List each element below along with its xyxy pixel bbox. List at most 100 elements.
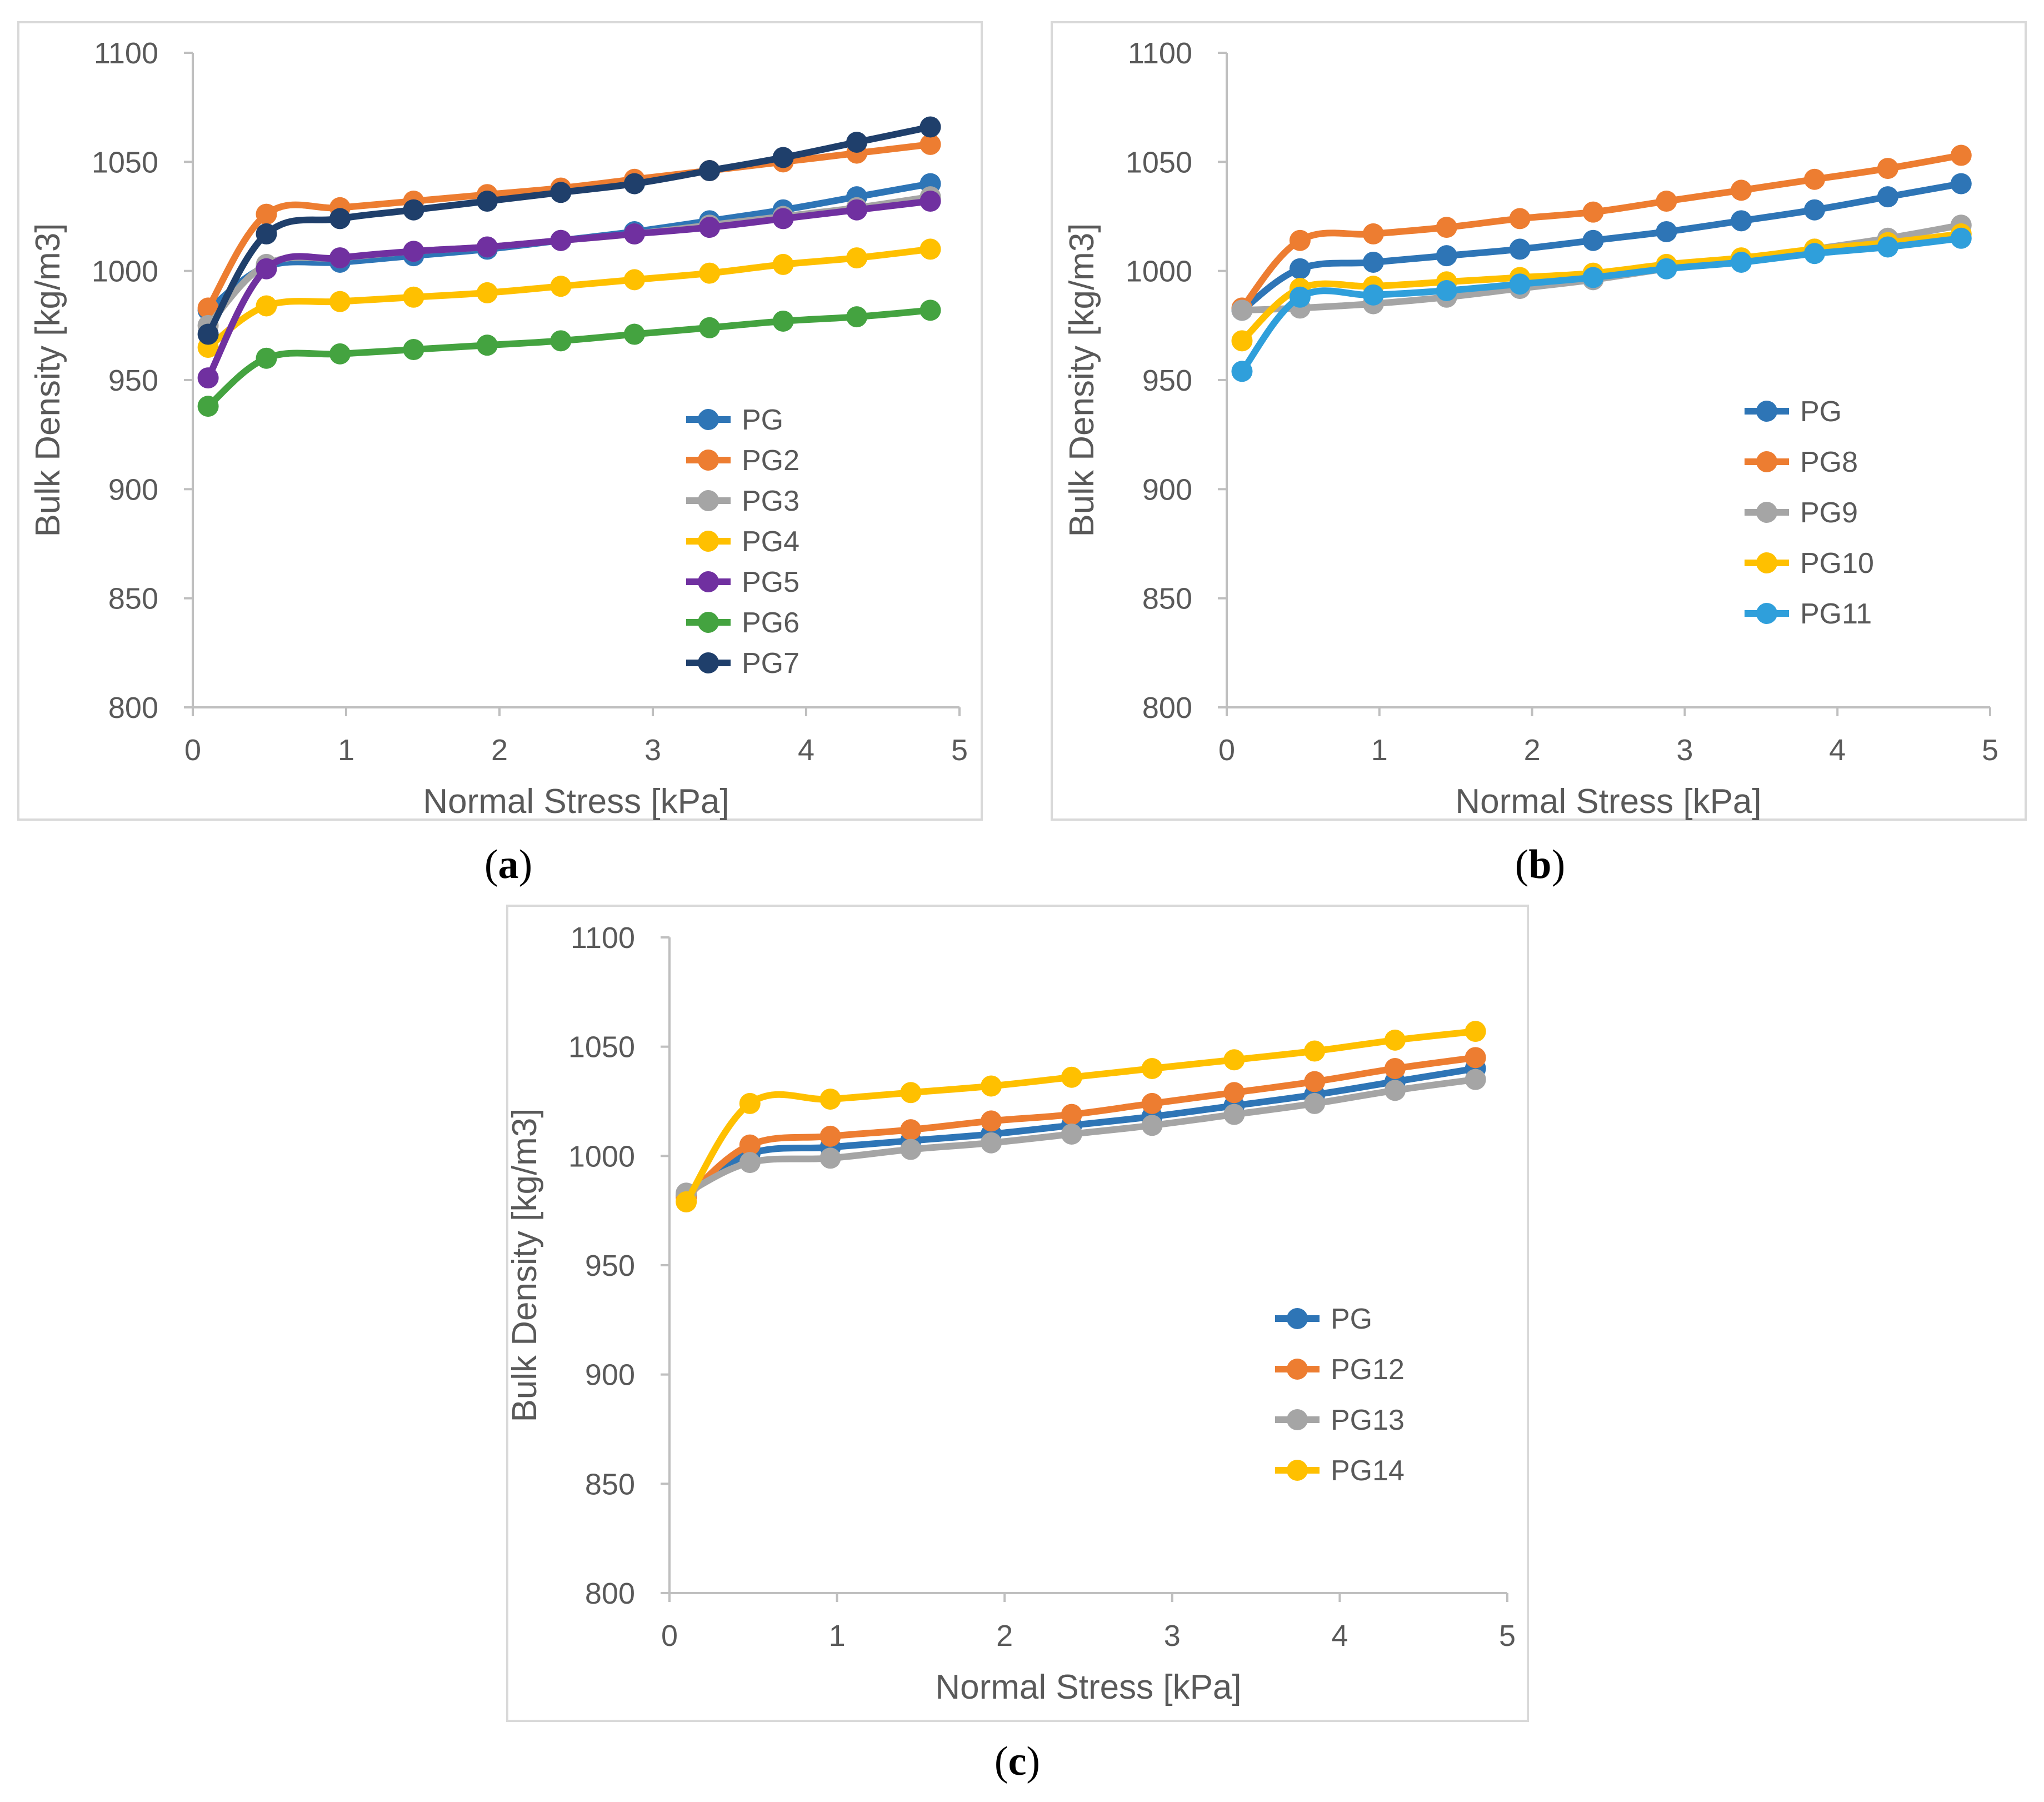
legend-label: PG10 <box>1800 547 1874 580</box>
data-point <box>1141 1058 1163 1079</box>
data-point <box>1141 1115 1163 1136</box>
data-point <box>623 173 645 194</box>
series-pg11 <box>1231 227 1972 382</box>
data-point <box>676 1191 697 1212</box>
data-point <box>256 347 277 369</box>
legend: PG PG8 PG9 PG10 PG11 <box>1745 396 1874 630</box>
x-tick-label: 2 <box>1524 733 1541 767</box>
legend-item: PG10 <box>1745 547 1874 580</box>
data-point <box>329 343 351 365</box>
data-point <box>981 1075 1002 1097</box>
caption-open: ( <box>994 1739 1008 1784</box>
x-tick-label: 2 <box>491 733 508 767</box>
data-point <box>256 203 277 225</box>
data-point <box>1061 1124 1082 1145</box>
x-tick-label: 2 <box>996 1619 1013 1653</box>
legend-swatch-marker <box>1287 1359 1308 1380</box>
legend-item: PG5 <box>686 566 799 598</box>
data-point <box>919 116 941 138</box>
panel-caption: (b) <box>1515 842 1565 887</box>
data-point <box>403 339 424 361</box>
caption-close: ) <box>1026 1739 1040 1784</box>
data-point <box>846 131 868 153</box>
data-point <box>846 199 868 221</box>
legend-swatch-marker <box>1756 552 1777 573</box>
data-point <box>772 147 794 168</box>
legend-label: PG14 <box>1331 1455 1405 1487</box>
data-point <box>1582 229 1604 251</box>
legend-swatch-marker <box>1756 502 1777 523</box>
panel-frame <box>506 905 1529 1722</box>
legend-item: PG12 <box>1275 1354 1405 1386</box>
data-point <box>1950 173 1972 194</box>
x-tick-label: 0 <box>1218 733 1235 767</box>
data-point <box>329 291 351 312</box>
x-tick-label: 5 <box>1982 733 1998 767</box>
data-point <box>1803 243 1825 264</box>
legend-label: PG9 <box>1800 497 1858 529</box>
y-tick-label: 950 <box>585 1249 635 1282</box>
legend-swatch-marker <box>1756 603 1777 624</box>
data-point <box>699 317 721 338</box>
data-point <box>1950 144 1972 166</box>
caption-letter: c <box>1008 1739 1027 1784</box>
y-axis-title: Bulk Density [kg/m3] <box>29 223 67 537</box>
legend-swatch-marker <box>1756 401 1777 422</box>
x-tick-label: 4 <box>798 733 814 767</box>
data-point <box>1141 1092 1163 1114</box>
legend-swatch-marker <box>1287 1409 1308 1430</box>
data-point <box>476 282 498 303</box>
data-point <box>1223 1049 1245 1071</box>
y-tick-label: 1000 <box>92 255 158 288</box>
legend-label: PG8 <box>1800 446 1858 478</box>
data-point <box>919 191 941 212</box>
data-point <box>1436 217 1457 238</box>
data-point <box>739 1092 761 1114</box>
y-tick-label: 1000 <box>1126 255 1192 288</box>
x-tick-label: 0 <box>184 733 201 767</box>
data-point <box>1436 280 1457 302</box>
y-tick-label: 900 <box>1142 473 1192 506</box>
data-point <box>1362 251 1384 273</box>
data-point <box>1950 227 1972 249</box>
data-point <box>919 299 941 321</box>
data-point <box>739 1152 761 1174</box>
data-point <box>699 262 721 284</box>
data-point <box>981 1110 1002 1132</box>
legend-label: PG6 <box>742 607 799 639</box>
data-point <box>1436 245 1457 267</box>
data-point <box>329 247 351 269</box>
data-point <box>1582 267 1604 288</box>
x-tick-label: 5 <box>1499 1619 1516 1653</box>
data-point <box>1231 299 1253 321</box>
legend-label: PG4 <box>742 526 799 558</box>
data-point <box>981 1132 1002 1154</box>
y-tick-label: 850 <box>1142 582 1192 616</box>
legend-label: PG <box>1800 396 1842 428</box>
panel-frame <box>1051 21 2027 821</box>
legend-label: PG12 <box>1331 1354 1405 1386</box>
y-tick-label: 850 <box>585 1467 635 1501</box>
chart-panel-b: 800 850 900 950 1000 1050 1100 0 1 2 3 4 5 Normal Str… <box>1051 21 2027 887</box>
legend-swatch-marker <box>1287 1460 1308 1481</box>
data-point <box>197 367 219 389</box>
data-point <box>403 241 424 262</box>
x-tick-label: 4 <box>1829 733 1846 767</box>
x-axis-title: Normal Stress [kPa] <box>423 782 729 821</box>
legend-label: PG11 <box>1800 598 1872 630</box>
panel-caption: (c) <box>994 1739 1040 1784</box>
data-point <box>403 286 424 308</box>
data-point <box>550 229 572 251</box>
y-tick-label: 1100 <box>1128 37 1192 70</box>
data-point <box>1231 361 1253 382</box>
data-point <box>900 1139 922 1160</box>
y-tick-label: 1050 <box>1126 146 1192 179</box>
legend: PG PG2 PG3 PG4 PG5 PG6 PG7 <box>686 404 799 680</box>
data-point <box>197 297 219 319</box>
data-point <box>476 191 498 212</box>
data-point <box>623 323 645 345</box>
caption-close: ) <box>519 842 533 887</box>
legend-label: PG13 <box>1331 1404 1405 1436</box>
data-point <box>846 247 868 269</box>
